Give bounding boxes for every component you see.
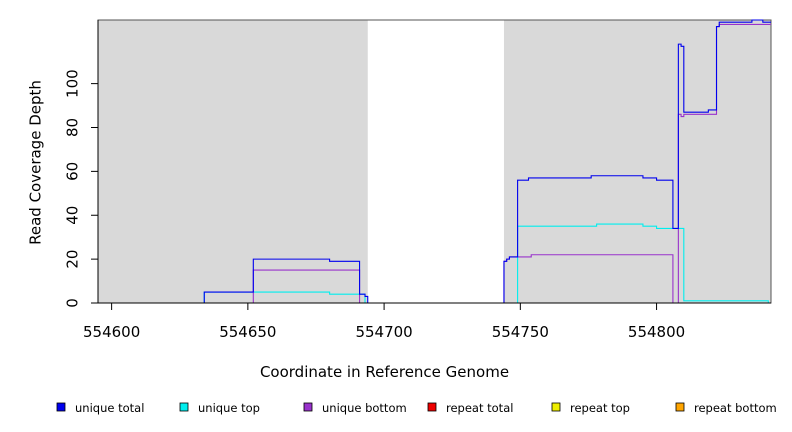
shaded-region-2 xyxy=(503,20,771,303)
axes: 554600 554650 554700 554750 554800 0 20 40 60 80 1… xyxy=(64,20,771,341)
x-tick-label: 554600 xyxy=(83,323,140,341)
y-tick-label: 40 xyxy=(64,206,82,225)
legend-label: unique bottom xyxy=(322,401,407,415)
legend: unique total unique top unique bottom repea… xyxy=(56,401,777,415)
x-axis-title: Coordinate in Reference Genome xyxy=(260,363,509,381)
shaded-region-1 xyxy=(98,20,368,303)
legend-swatch xyxy=(179,402,189,412)
legend-swatch xyxy=(56,402,66,412)
x-tick-label: 554800 xyxy=(628,323,685,341)
legend-label: repeat top xyxy=(570,401,630,415)
shaded-regions xyxy=(98,20,771,303)
legend-swatch xyxy=(303,402,313,412)
y-tick-label: 100 xyxy=(64,69,82,98)
x-tick-label: 554650 xyxy=(219,323,276,341)
legend-label: repeat total xyxy=(446,401,513,415)
legend-swatch xyxy=(551,402,561,412)
y-tick-label: 60 xyxy=(64,162,82,181)
legend-label: unique total xyxy=(75,401,144,415)
series-line-unique-top xyxy=(111,223,771,304)
legend-swatch xyxy=(675,402,685,412)
y-axis-title: Read Coverage Depth xyxy=(27,80,45,245)
x-tick-label: 554750 xyxy=(492,323,549,341)
series-line-unique-total xyxy=(111,19,771,304)
y-tick-label: 20 xyxy=(64,250,82,269)
y-tick-label: 0 xyxy=(64,298,82,308)
legend-label: repeat bottom xyxy=(694,401,777,415)
legend-swatch xyxy=(427,402,437,412)
legend-label: unique top xyxy=(198,401,260,415)
y-tick-label: 80 xyxy=(64,118,82,137)
x-tick-label: 554700 xyxy=(355,323,412,341)
